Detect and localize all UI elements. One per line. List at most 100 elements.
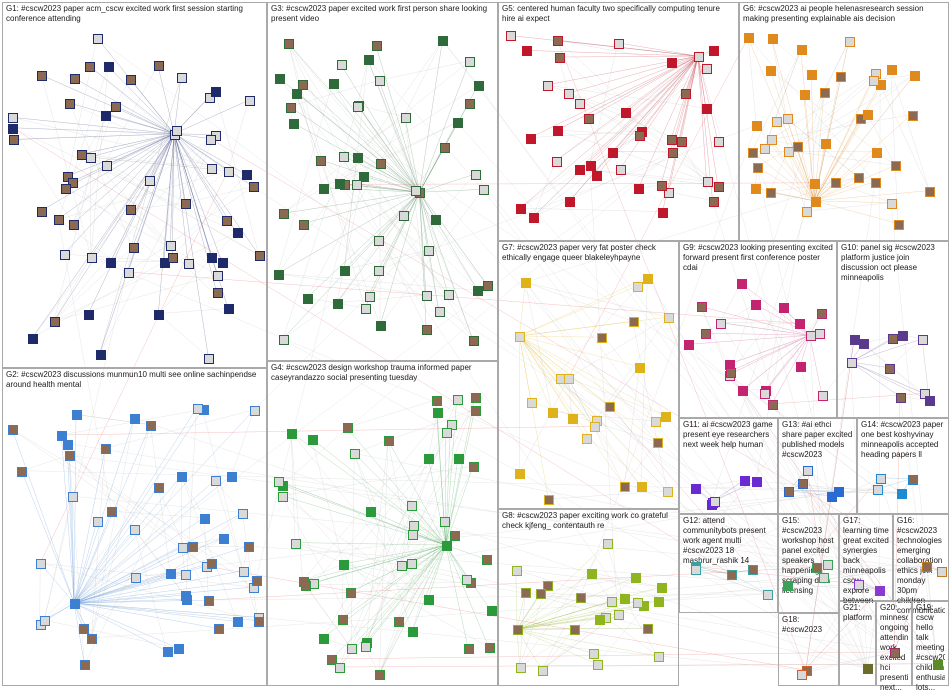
user-node[interactable] — [172, 126, 182, 136]
user-node[interactable] — [668, 148, 678, 158]
user-node[interactable] — [513, 625, 523, 635]
user-node[interactable] — [37, 207, 47, 217]
user-node[interactable] — [72, 410, 82, 420]
user-node[interactable] — [592, 171, 602, 181]
user-node[interactable] — [182, 595, 192, 605]
user-node[interactable] — [620, 482, 630, 492]
user-node[interactable] — [616, 165, 626, 175]
user-node[interactable] — [299, 220, 309, 230]
user-node[interactable] — [233, 617, 243, 627]
user-node[interactable] — [50, 317, 60, 327]
user-node[interactable] — [224, 167, 234, 177]
user-node[interactable] — [422, 325, 432, 335]
user-node[interactable] — [818, 391, 828, 401]
user-node[interactable] — [70, 74, 80, 84]
user-node[interactable] — [407, 501, 417, 511]
user-node[interactable] — [819, 573, 829, 583]
user-node[interactable] — [40, 616, 50, 626]
user-node[interactable] — [177, 472, 187, 482]
user-node[interactable] — [407, 559, 417, 569]
user-node[interactable] — [570, 625, 580, 635]
user-node[interactable] — [552, 157, 562, 167]
user-node[interactable] — [726, 368, 736, 378]
user-node[interactable] — [908, 475, 918, 485]
user-node[interactable] — [63, 440, 73, 450]
user-node[interactable] — [621, 108, 631, 118]
user-node[interactable] — [760, 389, 770, 399]
user-node[interactable] — [910, 71, 920, 81]
user-node[interactable] — [727, 570, 737, 580]
user-node[interactable] — [207, 559, 217, 569]
user-node[interactable] — [487, 606, 497, 616]
user-node[interactable] — [635, 131, 645, 141]
user-node[interactable] — [224, 304, 234, 314]
user-node[interactable] — [154, 61, 164, 71]
user-node[interactable] — [218, 258, 228, 268]
user-node[interactable] — [654, 652, 664, 662]
user-node[interactable] — [54, 215, 64, 225]
user-node[interactable] — [222, 216, 232, 226]
user-node[interactable] — [643, 624, 653, 634]
user-node[interactable] — [339, 152, 349, 162]
user-node[interactable] — [289, 119, 299, 129]
user-node[interactable] — [933, 660, 943, 670]
user-node[interactable] — [871, 178, 881, 188]
user-node[interactable] — [887, 199, 897, 209]
user-node[interactable] — [181, 570, 191, 580]
user-node[interactable] — [87, 634, 97, 644]
user-node[interactable] — [464, 644, 474, 654]
user-node[interactable] — [254, 617, 264, 627]
user-node[interactable] — [361, 642, 371, 652]
user-node[interactable] — [479, 185, 489, 195]
user-node[interactable] — [651, 417, 661, 427]
user-node[interactable] — [663, 487, 673, 497]
user-node[interactable] — [564, 374, 574, 384]
user-node[interactable] — [206, 135, 216, 145]
user-node[interactable] — [797, 670, 807, 680]
user-node[interactable] — [471, 170, 481, 180]
user-node[interactable] — [811, 197, 821, 207]
user-node[interactable] — [361, 304, 371, 314]
user-node[interactable] — [440, 143, 450, 153]
user-node[interactable] — [424, 454, 434, 464]
user-node[interactable] — [810, 179, 820, 189]
user-node[interactable] — [146, 421, 156, 431]
user-node[interactable] — [438, 36, 448, 46]
user-node[interactable] — [465, 57, 475, 67]
user-node[interactable] — [784, 487, 794, 497]
user-node[interactable] — [366, 507, 376, 517]
user-node[interactable] — [111, 102, 121, 112]
user-node[interactable] — [166, 241, 176, 251]
user-node[interactable] — [337, 60, 347, 70]
user-node[interactable] — [163, 647, 173, 657]
user-node[interactable] — [411, 186, 421, 196]
user-node[interactable] — [343, 423, 353, 433]
user-node[interactable] — [85, 62, 95, 72]
user-node[interactable] — [568, 414, 578, 424]
user-node[interactable] — [239, 567, 249, 577]
user-node[interactable] — [442, 541, 452, 551]
user-node[interactable] — [207, 253, 217, 263]
user-node[interactable] — [129, 243, 139, 253]
user-node[interactable] — [783, 581, 793, 591]
user-node[interactable] — [168, 253, 178, 263]
user-node[interactable] — [333, 299, 343, 309]
user-node[interactable] — [661, 412, 671, 422]
user-node[interactable] — [657, 181, 667, 191]
user-node[interactable] — [709, 197, 719, 207]
user-node[interactable] — [667, 135, 677, 145]
user-node[interactable] — [453, 118, 463, 128]
user-node[interactable] — [238, 509, 248, 519]
user-node[interactable] — [106, 258, 116, 268]
user-node[interactable] — [454, 454, 464, 464]
user-node[interactable] — [869, 76, 879, 86]
user-node[interactable] — [643, 274, 653, 284]
user-node[interactable] — [347, 644, 357, 654]
user-node[interactable] — [536, 589, 546, 599]
user-node[interactable] — [737, 279, 747, 289]
user-node[interactable] — [506, 31, 516, 41]
user-node[interactable] — [376, 159, 386, 169]
user-node[interactable] — [637, 482, 647, 492]
user-node[interactable] — [603, 539, 613, 549]
user-node[interactable] — [802, 207, 812, 217]
